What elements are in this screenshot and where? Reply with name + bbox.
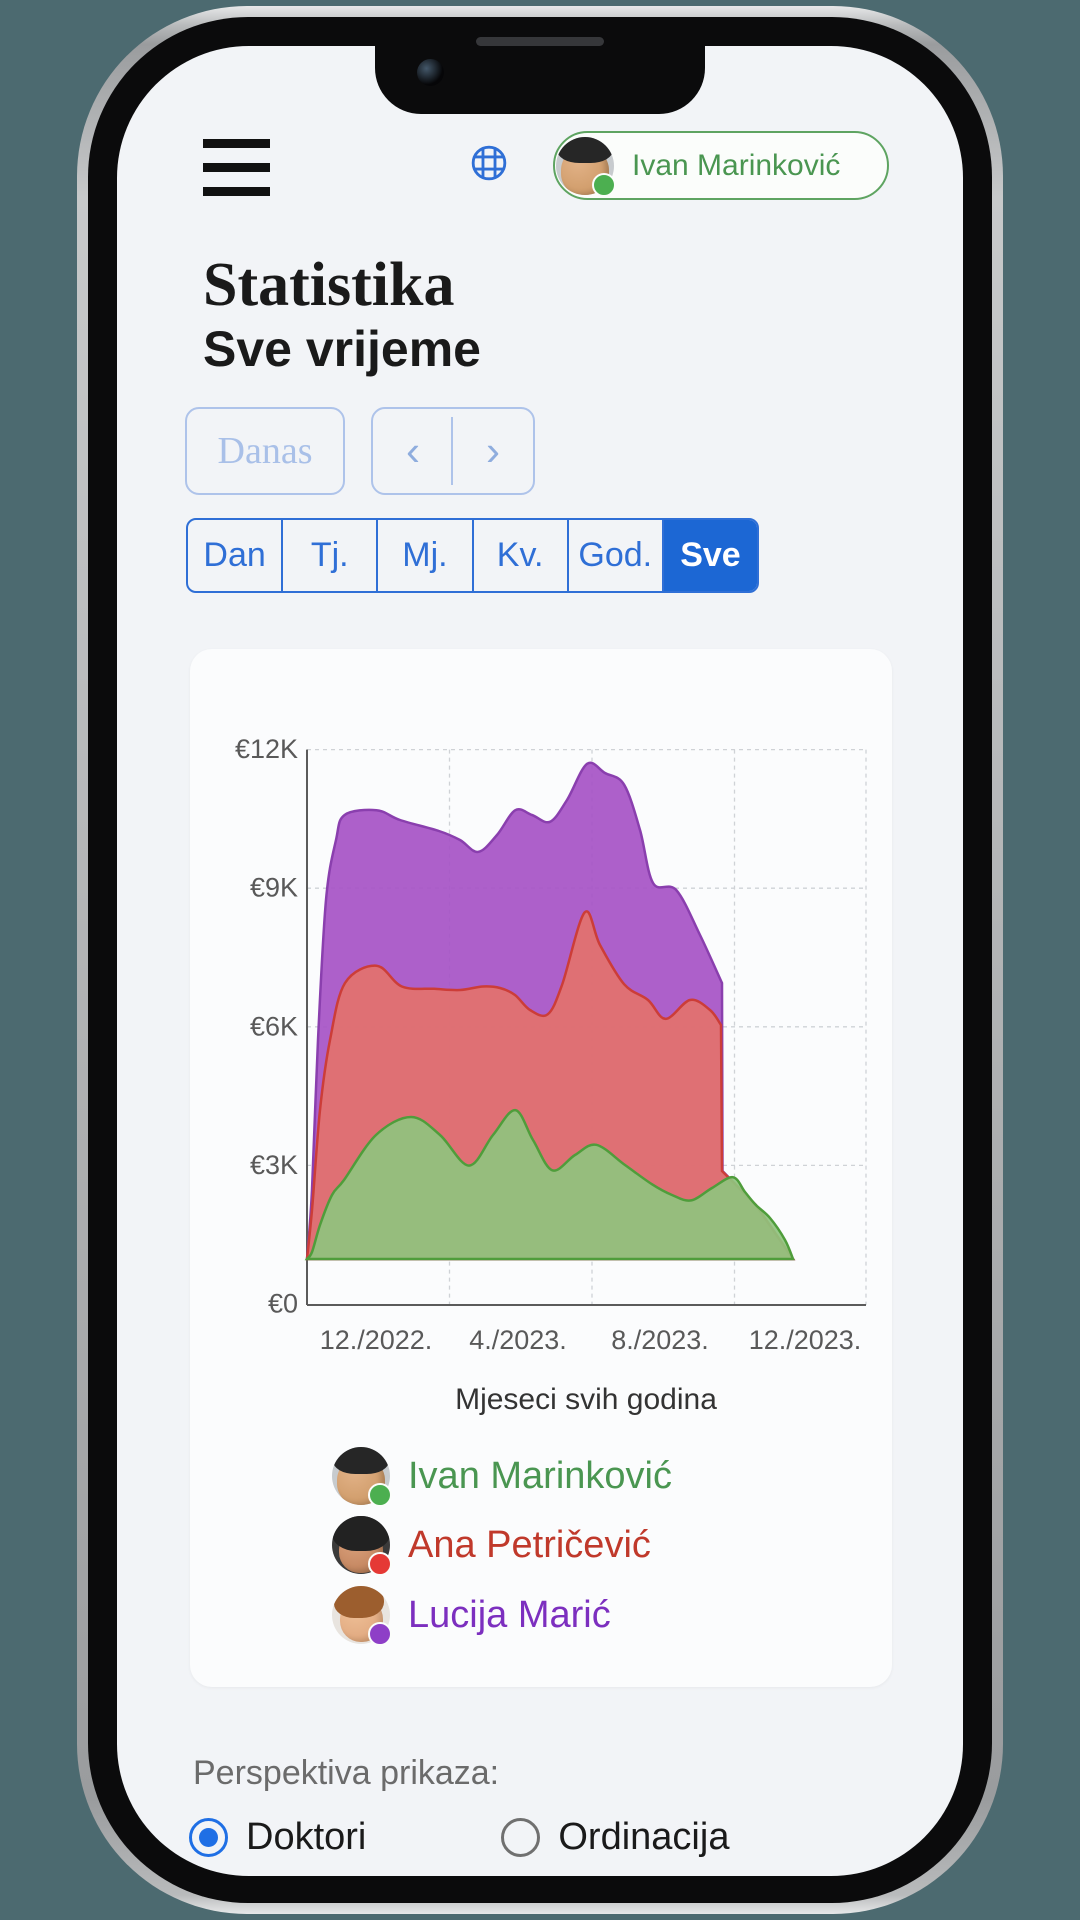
svg-text:Mjeseci svih godina: Mjeseci svih godina <box>455 1383 717 1416</box>
svg-text:€3K: €3K <box>250 1150 298 1180</box>
svg-text:8./2023.: 8./2023. <box>611 1325 709 1355</box>
svg-text:4./2023.: 4./2023. <box>469 1325 567 1355</box>
svg-text:€6K: €6K <box>250 1011 298 1041</box>
svg-text:12./2023.: 12./2023. <box>749 1325 862 1355</box>
svg-text:12./2022.: 12./2022. <box>320 1325 433 1355</box>
svg-text:€0: €0 <box>268 1289 298 1319</box>
svg-text:€12K: €12K <box>235 734 298 764</box>
svg-text:€9K: €9K <box>250 873 298 903</box>
